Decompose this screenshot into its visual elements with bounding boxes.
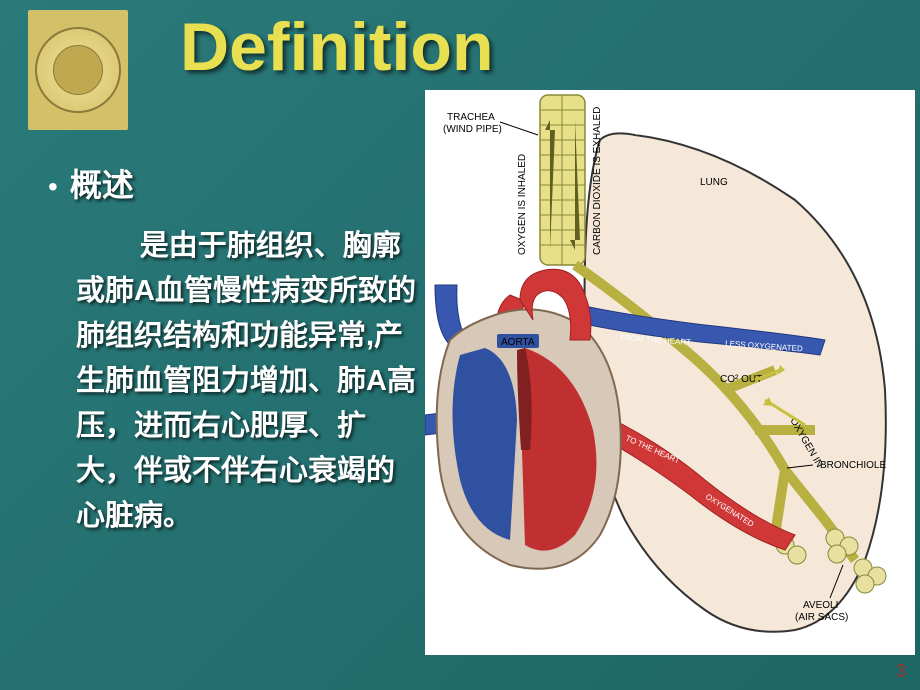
label-aveoli: AVEOLI <box>803 600 838 611</box>
label-o2-in: OXYGEN IS INHALED <box>517 154 528 255</box>
label-lung: LUNG <box>700 177 728 188</box>
overview-label: 概述 <box>70 160 134 206</box>
logo-globe-icon <box>53 45 103 95</box>
definition-body: 是由于肺组织、胸廓或肺A血管慢性病变所致的肺组织结构和功能异常,产生肺血管阻力增… <box>48 224 418 539</box>
label-trachea: TRACHEA <box>447 112 495 123</box>
bullet-row: • 概述 <box>48 160 418 206</box>
label-bronchiole: BRONCHIOLE <box>820 460 886 471</box>
label-aveoli-sub: (AIR SACS) <box>795 612 848 623</box>
label-aorta-2: AORTA <box>501 337 535 348</box>
content-block: • 概述 是由于肺组织、胸廓或肺A血管慢性病变所致的肺组织结构和功能异常,产生肺… <box>48 160 418 539</box>
page-number: 3 <box>896 661 906 682</box>
bullet-icon: • <box>48 173 58 201</box>
trachea <box>540 95 585 265</box>
gold-logo <box>28 10 128 130</box>
logo-circle <box>35 27 121 113</box>
heart-lung-diagram: TRACHEA (WIND PIPE) LUNG AORTA AORTA BRO… <box>425 90 915 655</box>
slide-title: Definition <box>180 8 494 86</box>
label-co2-out: CARBON DIOXIDE IS EXHALED <box>592 107 603 255</box>
label-trachea-sub: (WIND PIPE) <box>443 124 502 135</box>
